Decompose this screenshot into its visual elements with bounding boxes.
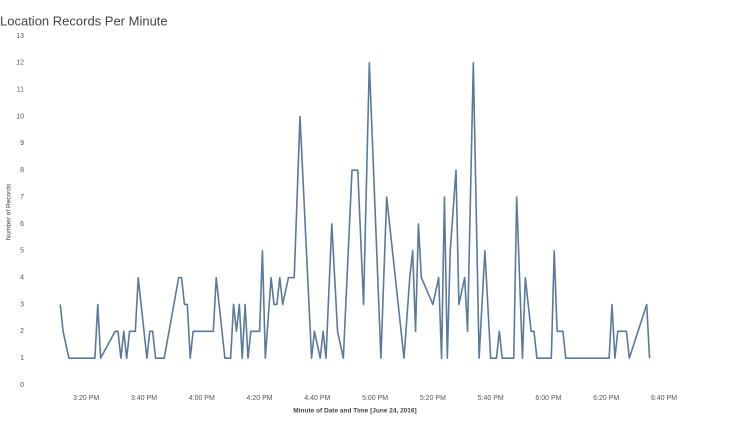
x-tick-label: 3:20 PM [73, 395, 99, 402]
x-tick-label: 5:40 PM [478, 395, 504, 402]
x-tick-label: 6:40 PM [651, 395, 677, 402]
x-tick-label: 4:40 PM [304, 395, 330, 402]
chart-title: Location Records Per Minute [0, 13, 168, 28]
y-tick-label: 9 [20, 140, 24, 147]
y-tick-label: 11 [17, 87, 24, 94]
y-tick-label: 5 [20, 248, 24, 255]
y-tick-label: 13 [16, 33, 24, 40]
y-tick-label: 1 [20, 355, 24, 362]
y-tick-label: 2 [20, 328, 24, 335]
x-tick-label: 4:00 PM [189, 395, 215, 402]
x-tick-label: 5:20 PM [420, 395, 446, 402]
y-tick-label: 10 [16, 113, 24, 120]
y-axis-title: Number of Records [6, 183, 13, 240]
y-tick-label: 4 [20, 274, 24, 281]
y-tick-label: 3 [20, 301, 24, 308]
x-axis-title: Minute of Date and Time [June 24, 2016] [293, 408, 416, 415]
x-tick-label: 3:40 PM [131, 395, 157, 402]
y-tick-label: 12 [16, 60, 24, 67]
x-tick-label: 5:00 PM [362, 395, 388, 402]
data-line [59, 62, 651, 359]
y-tick-label: 6 [20, 221, 24, 228]
y-tick-label: 8 [20, 167, 24, 174]
x-tick-label: 4:20 PM [247, 395, 273, 402]
y-tick-label: 7 [20, 194, 24, 201]
x-tick-label: 6:00 PM [535, 395, 561, 402]
x-tick-label: 6:20 PM [593, 395, 619, 402]
y-tick-label: 0 [20, 382, 24, 389]
